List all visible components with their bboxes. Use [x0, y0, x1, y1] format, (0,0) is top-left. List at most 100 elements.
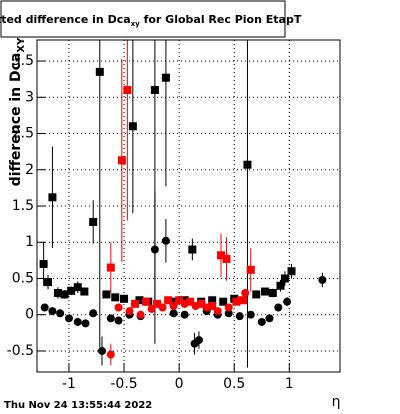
y-tick-label: 1.5	[12, 198, 34, 214]
point	[158, 303, 167, 312]
chart-title: Fitted difference in Dcaxy for Global Re…	[0, 13, 302, 28]
x-axis-label: η	[332, 394, 341, 410]
y-axis-label: difference in DcaXY	[8, 37, 27, 186]
point	[120, 294, 129, 303]
y-label-sub: XY	[16, 37, 27, 53]
point	[243, 160, 252, 169]
point	[80, 287, 89, 296]
point	[102, 290, 111, 299]
point	[180, 310, 189, 319]
point	[125, 307, 134, 316]
point	[67, 286, 76, 295]
x-tick-label: 0	[175, 376, 184, 392]
point	[142, 297, 151, 306]
point	[89, 309, 98, 318]
point	[123, 86, 132, 95]
point	[73, 283, 82, 292]
point	[246, 310, 255, 319]
point	[98, 346, 107, 355]
point	[48, 193, 57, 202]
point	[194, 336, 203, 345]
point	[131, 299, 140, 308]
point	[188, 245, 197, 254]
plot-area	[39, 40, 327, 368]
point	[180, 299, 189, 308]
point	[246, 265, 255, 274]
title-end: for Global Rec Pion EtapT	[140, 13, 302, 26]
point	[106, 263, 115, 272]
point	[276, 281, 285, 290]
point	[44, 278, 53, 287]
point	[252, 290, 261, 299]
title-text: Fitted difference in Dca	[0, 13, 131, 26]
point	[186, 297, 195, 306]
y-tick-label: -0.5	[7, 343, 34, 359]
point	[135, 296, 144, 305]
point	[208, 296, 217, 305]
point	[224, 303, 233, 312]
point	[169, 302, 178, 311]
point	[235, 296, 244, 305]
point	[169, 297, 178, 306]
x-tick-label: -1	[62, 376, 76, 392]
point	[219, 297, 228, 306]
x-tick-label: 0.5	[223, 376, 245, 392]
point	[128, 122, 137, 131]
point	[280, 274, 289, 283]
point	[241, 288, 250, 297]
point	[39, 259, 48, 268]
y-label-text: difference in Dca	[8, 53, 24, 187]
y-tick-label: 0	[25, 307, 34, 323]
point	[261, 287, 270, 296]
point	[318, 275, 327, 284]
point	[111, 293, 120, 302]
point	[274, 303, 283, 312]
point	[64, 314, 73, 323]
point	[48, 307, 57, 316]
point	[217, 251, 226, 260]
point	[287, 267, 296, 276]
title-sub: xy	[131, 20, 141, 28]
point	[197, 299, 206, 308]
point	[81, 319, 90, 328]
point	[117, 156, 126, 165]
point	[208, 302, 217, 311]
point	[265, 314, 274, 323]
point	[169, 309, 178, 318]
y-tick-label: 0.5	[12, 270, 34, 286]
y-tick-label: 3	[25, 89, 34, 105]
point	[150, 86, 159, 95]
point	[153, 299, 162, 308]
point	[40, 303, 49, 312]
point	[161, 73, 170, 82]
point	[191, 302, 200, 311]
point	[257, 317, 266, 326]
x-tick-label: -0.5	[110, 376, 137, 392]
point	[213, 307, 222, 316]
point	[150, 245, 159, 254]
point	[222, 254, 231, 263]
point	[283, 297, 292, 306]
y-tick-label: 2	[25, 162, 34, 178]
point	[136, 310, 145, 319]
point	[89, 217, 98, 226]
point	[56, 309, 65, 318]
point	[224, 309, 233, 318]
point	[106, 314, 115, 323]
point	[95, 67, 104, 76]
point	[161, 236, 170, 245]
y-tick-label: 2.5	[12, 126, 34, 142]
y-tick-label: 1	[25, 234, 34, 250]
point	[106, 350, 115, 359]
x-tick-label: 1	[285, 376, 294, 392]
point	[164, 296, 173, 305]
point	[73, 317, 82, 326]
point	[202, 303, 211, 312]
point	[60, 290, 69, 299]
point	[53, 288, 62, 297]
point	[114, 303, 123, 312]
title-box	[0, 0, 286, 38]
point	[268, 288, 277, 297]
